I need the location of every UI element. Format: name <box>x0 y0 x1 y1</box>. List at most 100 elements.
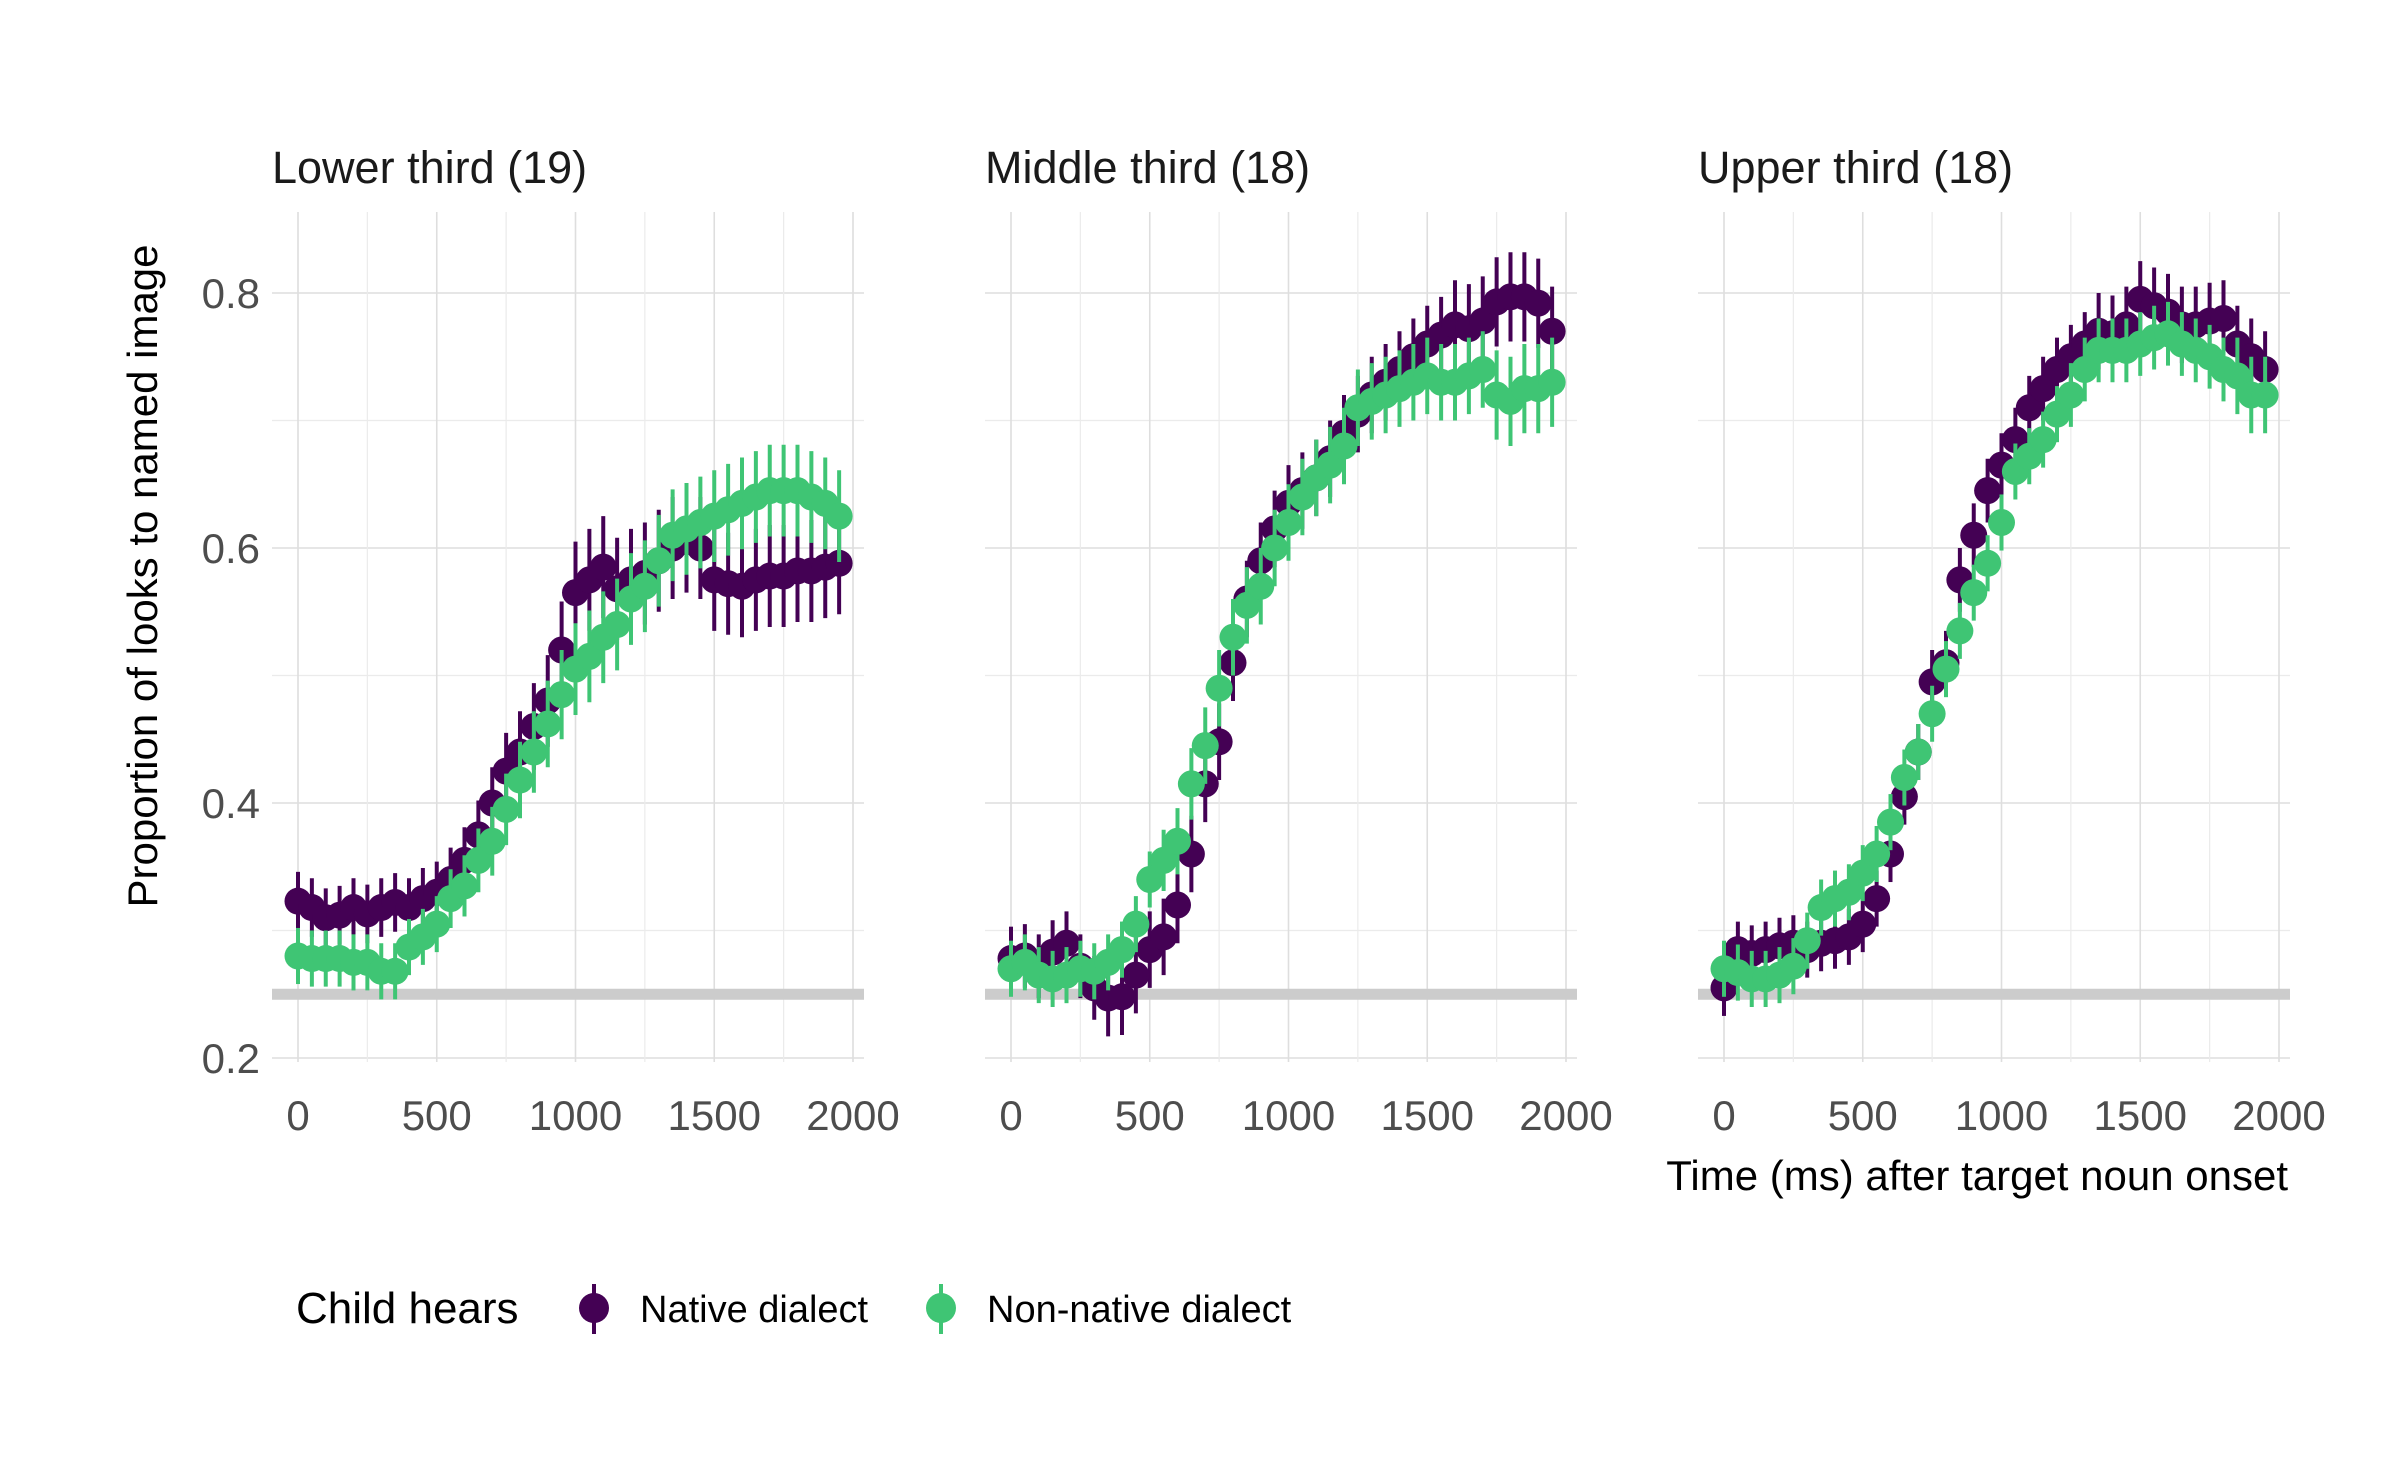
data-point <box>575 642 603 670</box>
y-tick-label: 0.8 <box>202 270 260 317</box>
data-point <box>381 957 409 985</box>
data-point <box>506 766 534 794</box>
data-point <box>1849 910 1877 938</box>
data-point <box>2210 305 2237 332</box>
data-point <box>1316 451 1344 479</box>
data-point <box>1932 655 1960 683</box>
x-tick-label: 1500 <box>1381 1092 1474 1139</box>
data-point <box>1538 368 1566 396</box>
y-tick-label: 0.6 <box>202 525 260 572</box>
data-point <box>825 549 853 577</box>
y-axis-title: Proportion of looks to named image <box>119 244 166 907</box>
data-point <box>603 611 631 638</box>
legend-label-nonnative: Non-native dialect <box>987 1289 1292 1331</box>
x-axis-title: Time (ms) after target noun onset <box>1666 1152 2288 1199</box>
data-point <box>1122 961 1150 989</box>
series-nonnative <box>997 331 1566 1007</box>
x-tick-label: 0 <box>286 1092 309 1139</box>
data-point <box>1136 866 1164 893</box>
x-tick-label: 2000 <box>2232 1092 2325 1139</box>
data-point <box>478 827 506 855</box>
data-point <box>1219 623 1247 651</box>
data-point <box>2029 375 2057 403</box>
legend-key-nonnative-point <box>926 1293 956 1323</box>
data-point <box>534 710 562 738</box>
panel-title: Middle third (18) <box>985 142 1310 193</box>
data-point <box>1330 432 1358 460</box>
y-tick-label: 0.2 <box>202 1035 260 1082</box>
data-point <box>1974 477 2002 505</box>
data-point <box>520 738 548 766</box>
data-point <box>1946 617 1974 645</box>
data-point <box>1863 885 1891 913</box>
panel-title: Lower third (19) <box>272 142 587 193</box>
data-point <box>1108 983 1136 1011</box>
data-point <box>2223 362 2251 390</box>
data-point <box>1108 936 1136 964</box>
x-tick-label: 2000 <box>806 1092 899 1139</box>
legend: Child hears Native dialect Non-native di… <box>296 1284 1292 1334</box>
data-point <box>1974 549 2002 577</box>
data-point <box>1988 509 2015 536</box>
x-tick-label: 1000 <box>529 1092 622 1139</box>
panel-title: Upper third (18) <box>1698 142 2013 193</box>
data-point <box>1538 317 1566 345</box>
series-nonnative <box>284 444 853 1000</box>
data-point <box>1288 483 1316 511</box>
y-tick-label: 0.4 <box>202 780 260 827</box>
data-point <box>2043 400 2071 428</box>
data-point <box>1177 770 1205 798</box>
x-tick-label: 1500 <box>2094 1092 2187 1139</box>
data-point <box>1233 591 1261 619</box>
x-tick-label: 500 <box>402 1092 472 1139</box>
data-point <box>451 872 478 900</box>
x-tick-label: 1000 <box>1955 1092 2048 1139</box>
x-tick-label: 0 <box>1712 1092 1735 1139</box>
data-point <box>492 795 520 823</box>
data-point <box>1150 923 1178 951</box>
x-tick-label: 500 <box>1828 1092 1898 1139</box>
data-point <box>825 502 853 530</box>
data-point <box>1150 846 1178 874</box>
series-native <box>284 490 853 948</box>
legend-label-native: Native dialect <box>640 1289 869 1331</box>
data-point <box>1469 356 1497 383</box>
legend-title: Child hears <box>296 1284 519 1333</box>
data-point <box>1890 764 1918 791</box>
data-point <box>631 572 659 600</box>
data-point <box>2251 381 2279 409</box>
data-point <box>1904 738 1932 766</box>
x-tick-label: 1000 <box>1242 1092 1335 1139</box>
legend-key-native <box>579 1284 609 1334</box>
data-point <box>1960 579 1988 607</box>
data-point <box>2071 356 2099 383</box>
data-point <box>1053 929 1080 957</box>
data-point <box>548 681 576 709</box>
data-point <box>1191 732 1219 760</box>
x-tick-label: 2000 <box>1519 1092 1612 1139</box>
data-point <box>1524 289 1552 317</box>
series-nonnative <box>1710 301 2279 1007</box>
data-point <box>1835 878 1863 906</box>
data-point <box>1863 840 1891 868</box>
x-tick-label: 1500 <box>668 1092 761 1139</box>
data-point <box>2029 426 2057 454</box>
data-point <box>1877 808 1904 836</box>
panel-3: Upper third (18) 0 500 1000 1500 2000 <box>1698 142 2326 1139</box>
data-point <box>1261 534 1289 562</box>
panel-2: Middle third (18) 0 500 1000 1500 2000 <box>985 142 1613 1139</box>
data-point <box>1164 891 1191 919</box>
data-point <box>2015 394 2043 422</box>
data-point <box>645 547 673 575</box>
data-point <box>1247 572 1275 600</box>
data-point <box>1918 700 1946 728</box>
chart-panels: Lower third (19) 0 500 1000 1500 2000 0.2 0.4 0.… <box>202 142 2326 1139</box>
x-tick-label: 500 <box>1115 1092 1185 1139</box>
series-native <box>1710 261 2279 1016</box>
legend-key-nonnative <box>926 1284 956 1334</box>
data-point <box>1960 521 1988 549</box>
data-point <box>1164 827 1191 855</box>
data-point <box>423 910 451 938</box>
data-point <box>2057 381 2085 409</box>
